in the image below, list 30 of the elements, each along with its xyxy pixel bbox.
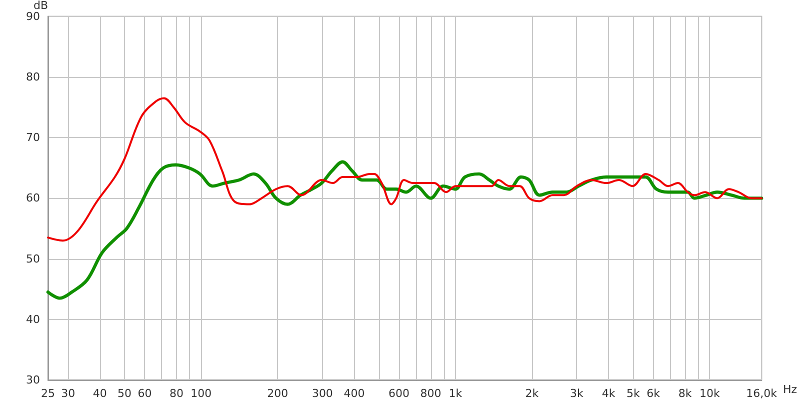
y-tick-label: 30 (26, 374, 40, 386)
y-tick-label: 60 (26, 192, 40, 205)
x-tick-label: 6k (646, 387, 661, 400)
x-tick-label: 16,0k (746, 387, 778, 400)
x-tick-label: 5k (626, 387, 640, 400)
x-tick-label: 2k (525, 387, 540, 400)
x-tick-label: 100 (190, 387, 212, 400)
y-tick-label: 90 (26, 10, 40, 23)
y-axis-title: dB (33, 0, 48, 12)
x-tick-label: 50 (118, 387, 132, 400)
x-tick-label: 80 (169, 387, 184, 400)
y-tick-label: 40 (26, 312, 40, 326)
y-tick-label: 80 (26, 70, 40, 84)
x-tick-label: 40 (92, 387, 107, 400)
x-tick-label: 1k (448, 387, 463, 400)
x-tick-label: 300 (312, 387, 333, 400)
x-tick-label: 3k (570, 387, 584, 400)
x-tick-label: 60 (138, 387, 152, 400)
x-tick-label: 400 (344, 387, 365, 400)
x-tick-label: 30 (61, 387, 76, 400)
y-tick-label: 70 (26, 131, 40, 144)
x-tick-label: 8k (678, 387, 692, 400)
y-tick-label: 50 (26, 252, 40, 266)
x-tick-label: 200 (267, 387, 288, 400)
x-tick-label: 10k (700, 387, 721, 400)
x-tick-label: 25 (41, 387, 55, 400)
x-tick-label: 4k (602, 387, 616, 400)
x-tick-label: 800 (420, 387, 442, 400)
x-axis-title: Hz (782, 383, 798, 396)
x-tick-label: 600 (388, 387, 410, 400)
